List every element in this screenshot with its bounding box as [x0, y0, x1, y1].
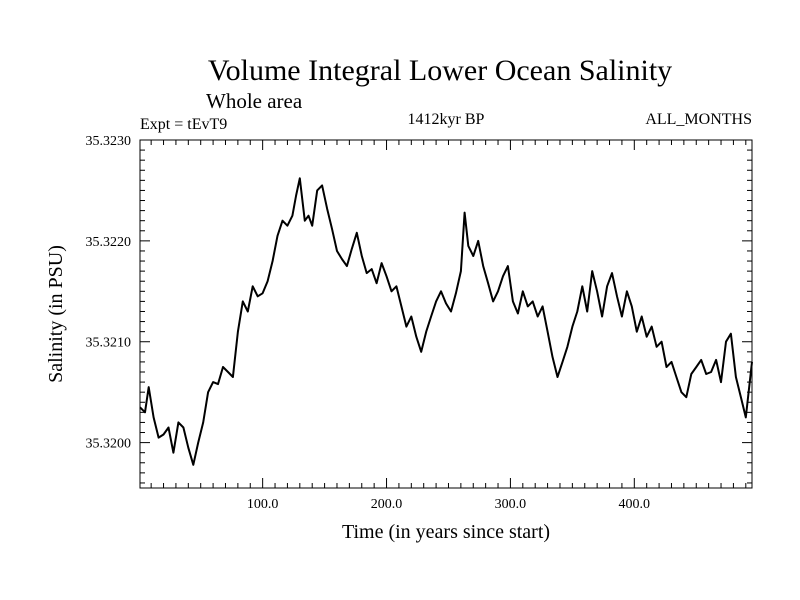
- chart-title: Volume Integral Lower Ocean Salinity: [208, 54, 672, 87]
- y-tick-label: 35.3210: [86, 336, 132, 351]
- plot-frame: [139, 139, 753, 489]
- x-tick-label: 200.0: [371, 497, 403, 512]
- salinity-series-line: [139, 177, 753, 466]
- x-tick-label: 400.0: [619, 497, 651, 512]
- y-tick-label: 35.3200: [86, 437, 132, 452]
- axis-tick-labels: 100.0 200.0 300.0 400.0 35.3200 35.3210 35.322…: [86, 134, 651, 512]
- y-axis-label: Salinity (in PSU): [45, 245, 67, 383]
- chart-subtitle: Whole area: [206, 89, 303, 113]
- y-tick-label: 35.3230: [86, 134, 132, 149]
- axis-ticks: [140, 139, 752, 488]
- x-tick-label: 100.0: [247, 497, 279, 512]
- experiment-label: Expt = tEvT9: [140, 116, 227, 133]
- period-label: 1412kyr BP: [408, 111, 485, 128]
- y-tick-label: 35.3220: [86, 235, 132, 250]
- x-axis-label: Time (in years since start): [342, 521, 550, 543]
- x-tick-label: 300.0: [495, 497, 527, 512]
- months-label: ALL_MONTHS: [645, 111, 752, 128]
